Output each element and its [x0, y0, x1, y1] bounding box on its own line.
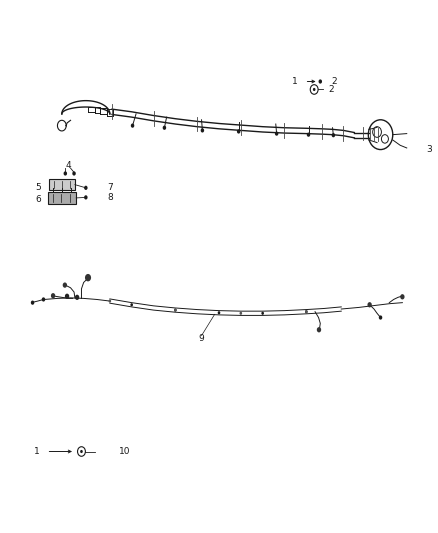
Circle shape	[367, 302, 372, 308]
Circle shape	[174, 309, 177, 312]
Circle shape	[201, 128, 204, 133]
Circle shape	[240, 312, 242, 315]
Circle shape	[218, 311, 220, 314]
Circle shape	[63, 282, 67, 288]
Text: 3: 3	[426, 145, 432, 154]
Circle shape	[275, 132, 279, 136]
Circle shape	[75, 295, 79, 300]
Circle shape	[131, 124, 134, 128]
Circle shape	[131, 303, 133, 306]
Circle shape	[84, 195, 88, 199]
Text: 7: 7	[108, 183, 113, 192]
Circle shape	[317, 327, 321, 333]
Circle shape	[51, 293, 55, 298]
Text: 4: 4	[66, 161, 71, 170]
Circle shape	[109, 300, 111, 303]
Circle shape	[42, 297, 45, 302]
Circle shape	[84, 185, 88, 190]
Circle shape	[85, 274, 91, 281]
Circle shape	[162, 126, 166, 130]
Bar	[49, 179, 75, 190]
Circle shape	[400, 294, 405, 300]
Circle shape	[332, 133, 335, 138]
Circle shape	[305, 310, 307, 313]
Text: 8: 8	[108, 193, 113, 202]
Circle shape	[31, 301, 34, 305]
Bar	[48, 192, 76, 204]
Circle shape	[261, 312, 264, 315]
Circle shape	[318, 79, 322, 84]
Circle shape	[379, 316, 382, 320]
Circle shape	[174, 309, 177, 312]
Circle shape	[307, 133, 310, 137]
Text: 5: 5	[35, 183, 41, 192]
Text: 10: 10	[119, 447, 130, 456]
Text: 9: 9	[199, 334, 205, 343]
Circle shape	[72, 171, 76, 175]
Text: 2: 2	[332, 77, 337, 86]
Text: 6: 6	[35, 195, 41, 204]
Circle shape	[305, 310, 307, 313]
Circle shape	[80, 450, 83, 453]
Text: 1: 1	[34, 447, 40, 456]
Circle shape	[64, 171, 67, 175]
Text: 1: 1	[292, 77, 297, 86]
Circle shape	[237, 130, 240, 134]
Text: 2: 2	[328, 85, 334, 94]
Circle shape	[65, 294, 69, 299]
Circle shape	[313, 88, 315, 91]
